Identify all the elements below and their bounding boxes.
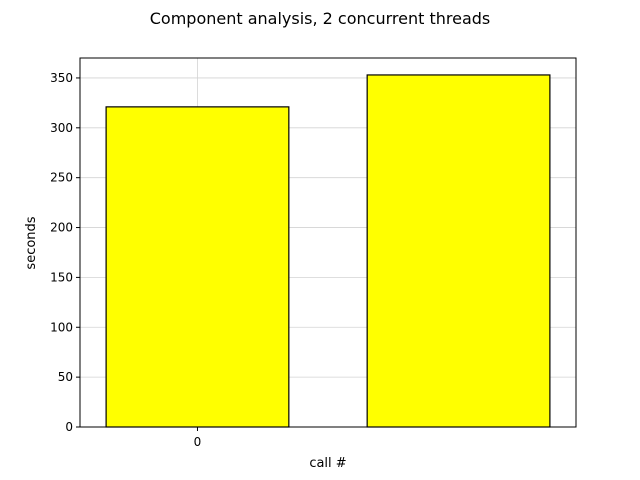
bar (366, 74, 551, 428)
y-tick-label: 350 (50, 71, 73, 85)
y-tick-label: 150 (50, 270, 73, 284)
y-tick-label: 100 (50, 320, 73, 334)
x-axis: 0 (194, 427, 202, 449)
chart-title: Component analysis, 2 concurrent threads (150, 9, 491, 28)
y-tick-label: 300 (50, 121, 73, 135)
y-axis: 0 50 100 150 200 250 300 350 (50, 71, 80, 434)
y-tick-label: 0 (65, 420, 73, 434)
bar (105, 106, 290, 428)
y-tick-label: 200 (50, 221, 73, 235)
x-axis-label: call # (309, 456, 346, 471)
x-tick-label: 0 (194, 435, 202, 449)
y-axis-label: seconds (24, 216, 39, 269)
y-tick-label: 50 (58, 370, 73, 384)
y-tick-label: 250 (50, 171, 73, 185)
plot-frame (79, 57, 577, 428)
bars (105, 74, 551, 428)
